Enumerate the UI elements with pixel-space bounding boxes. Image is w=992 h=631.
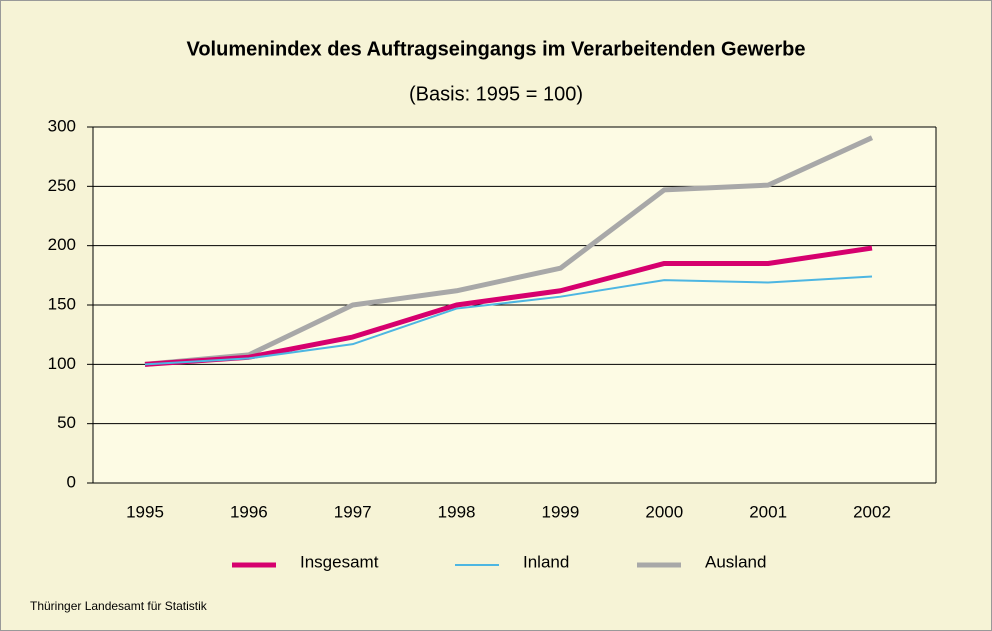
y-tick-label: 200 — [48, 235, 76, 254]
y-tick-label: 250 — [48, 176, 76, 195]
y-tick-label: 100 — [48, 354, 76, 373]
series-line — [144, 275, 873, 366]
x-tick-label: 1999 — [542, 502, 580, 521]
series-line — [144, 245, 873, 367]
x-tick-label: 1996 — [230, 502, 268, 521]
series-line — [144, 135, 874, 367]
y-tick-label: 300 — [48, 116, 76, 135]
chart-subtitle: (Basis: 1995 = 100) — [409, 83, 583, 105]
legend-label: Inland — [523, 552, 569, 571]
x-tick-label: 2002 — [853, 502, 891, 521]
y-tick-label: 0 — [67, 472, 76, 491]
x-tick-label: 1995 — [126, 502, 164, 521]
chart-title: Volumenindex des Auftragseingangs im Ver… — [186, 38, 805, 60]
y-tick-label: 50 — [57, 413, 76, 432]
legend-label: Ausland — [705, 552, 766, 571]
legend-label: Insgesamt — [300, 552, 379, 571]
x-tick-label: 1998 — [438, 502, 476, 521]
x-tick-label: 2001 — [749, 502, 787, 521]
source: Thüringer Landesamt für Statistik — [30, 599, 208, 613]
x-tick-label: 1997 — [334, 502, 372, 521]
y-tick-label: 150 — [48, 294, 76, 313]
x-tick-label: 2000 — [645, 502, 683, 521]
